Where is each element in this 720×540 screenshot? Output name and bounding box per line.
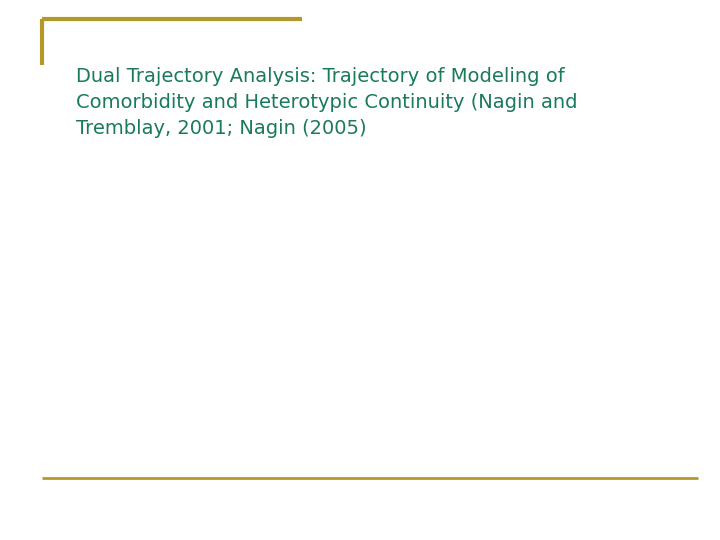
Text: Dual Trajectory Analysis: Trajectory of Modeling of
Comorbidity and Heterotypic : Dual Trajectory Analysis: Trajectory of …: [76, 68, 577, 138]
